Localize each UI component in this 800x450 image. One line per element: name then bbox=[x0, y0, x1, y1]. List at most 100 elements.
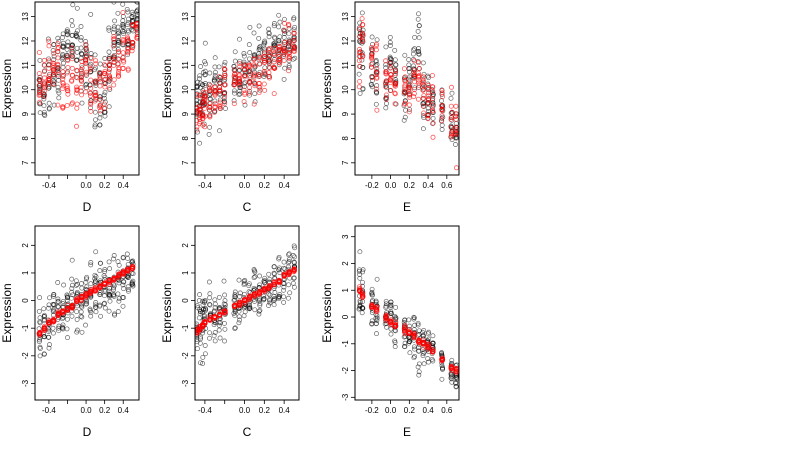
fitted-point bbox=[93, 95, 99, 101]
observed-point bbox=[241, 53, 247, 59]
observed-point bbox=[92, 304, 98, 310]
fitted-point bbox=[69, 78, 75, 84]
fitted-point bbox=[359, 33, 365, 39]
observed-point bbox=[92, 272, 98, 278]
fitted-point bbox=[430, 120, 436, 126]
fitted-point bbox=[64, 54, 70, 60]
fitted-point bbox=[241, 99, 247, 105]
observed-point bbox=[64, 326, 70, 332]
fitted-point bbox=[392, 71, 398, 77]
observed-point bbox=[271, 264, 277, 270]
observed-point bbox=[276, 51, 282, 57]
fitted-point bbox=[291, 45, 297, 51]
fitted-point bbox=[102, 69, 108, 75]
observed-point bbox=[439, 350, 445, 356]
fitted-point bbox=[236, 73, 242, 79]
observed-point bbox=[402, 98, 408, 104]
y-tick-label: 11 bbox=[21, 61, 30, 70]
observed-point bbox=[246, 306, 252, 312]
fitted-point bbox=[425, 344, 431, 350]
observed-point bbox=[115, 31, 121, 37]
fitted-point bbox=[41, 75, 47, 81]
observed-point bbox=[51, 293, 56, 299]
observed-point bbox=[69, 295, 74, 301]
fitted-point bbox=[271, 281, 277, 287]
fitted-point bbox=[83, 294, 89, 300]
observed-point bbox=[221, 301, 227, 307]
observed-point bbox=[369, 34, 375, 40]
observed-point bbox=[287, 290, 293, 296]
observed-point bbox=[216, 77, 222, 83]
fitted-point bbox=[65, 58, 71, 64]
observed-point bbox=[241, 278, 247, 284]
observed-point bbox=[285, 264, 291, 270]
fitted-point bbox=[200, 324, 206, 330]
observed-point bbox=[416, 51, 422, 57]
observed-point bbox=[277, 19, 283, 25]
y-tick-label: 12 bbox=[21, 36, 30, 45]
observed-point bbox=[79, 304, 85, 310]
fitted-point bbox=[83, 71, 89, 77]
observed-point bbox=[267, 300, 273, 306]
observed-point bbox=[79, 329, 85, 335]
fitted-point bbox=[277, 43, 283, 49]
observed-point bbox=[50, 301, 56, 307]
observed-point bbox=[402, 317, 408, 323]
fitted-point bbox=[281, 273, 287, 279]
fitted-point bbox=[392, 68, 398, 74]
observed-point bbox=[369, 84, 375, 90]
observed-point bbox=[60, 322, 66, 328]
fitted-point bbox=[135, 35, 139, 41]
fitted-point bbox=[286, 68, 292, 74]
observed-point bbox=[440, 366, 445, 372]
fitted-point bbox=[97, 74, 103, 80]
observed-point bbox=[272, 42, 278, 48]
observed-point bbox=[45, 36, 51, 42]
fitted-point bbox=[97, 96, 103, 102]
y-axis-label: Expression bbox=[320, 59, 334, 118]
fitted-point bbox=[256, 90, 262, 96]
observed-point bbox=[281, 284, 287, 290]
observed-point bbox=[439, 376, 445, 382]
observed-point bbox=[41, 306, 47, 312]
fitted-point bbox=[129, 48, 135, 54]
observed-point bbox=[281, 265, 287, 271]
fitted-point bbox=[421, 110, 427, 116]
fitted-point bbox=[92, 98, 98, 104]
observed-point bbox=[256, 74, 262, 80]
fitted-point bbox=[64, 83, 70, 89]
fitted-point bbox=[251, 101, 257, 107]
fitted-point bbox=[111, 82, 117, 88]
observed-point bbox=[83, 39, 89, 44]
fitted-point bbox=[51, 81, 57, 87]
observed-point bbox=[449, 357, 455, 363]
observed-point bbox=[78, 37, 84, 43]
fitted-point bbox=[388, 65, 394, 71]
observed-point bbox=[124, 6, 130, 12]
fitted-point bbox=[93, 90, 99, 96]
y-tick-label: 7 bbox=[341, 160, 350, 165]
y-tick-label: 0 bbox=[341, 314, 350, 319]
fitted-point bbox=[111, 36, 117, 42]
fitted-point bbox=[425, 342, 431, 348]
observed-point bbox=[383, 44, 389, 50]
x-tick-label: 0.6 bbox=[441, 406, 453, 415]
observed-point bbox=[196, 298, 202, 304]
observed-point bbox=[252, 269, 258, 275]
observed-point bbox=[102, 300, 107, 306]
fitted-point bbox=[453, 124, 459, 130]
fitted-point bbox=[121, 270, 127, 276]
observed-point bbox=[202, 351, 208, 357]
observed-point bbox=[374, 331, 379, 337]
observed-point bbox=[69, 313, 75, 319]
fitted-point bbox=[87, 66, 93, 72]
observed-point bbox=[50, 325, 56, 331]
fitted-point bbox=[246, 293, 252, 299]
observed-point bbox=[195, 84, 200, 90]
observed-point bbox=[47, 342, 52, 348]
y-tick-label: 9 bbox=[21, 111, 30, 116]
observed-point bbox=[453, 142, 458, 147]
observed-point bbox=[196, 315, 202, 321]
observed-point bbox=[281, 294, 287, 300]
observed-point bbox=[276, 24, 282, 30]
